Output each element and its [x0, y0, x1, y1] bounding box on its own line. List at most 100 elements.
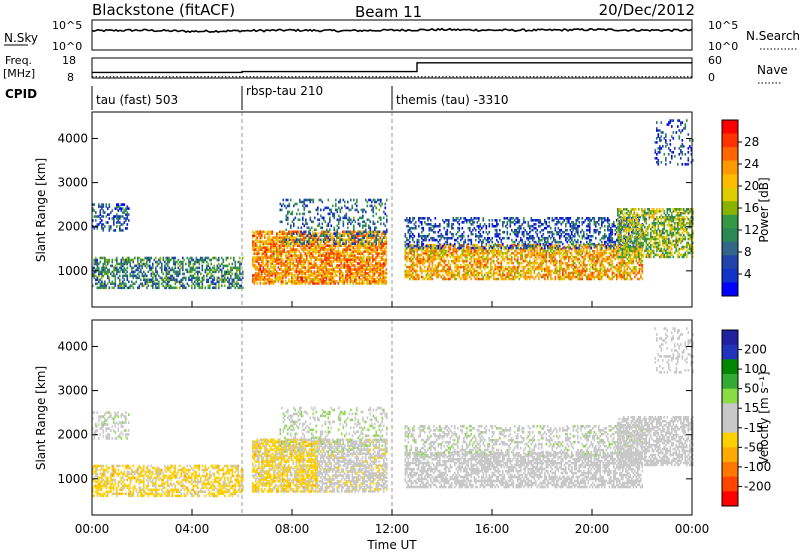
data-cell [529, 275, 531, 279]
data-cell [296, 240, 298, 243]
data-cell [352, 268, 355, 271]
data-cell [377, 230, 379, 234]
data-cell [279, 268, 281, 271]
data-cell [185, 276, 187, 280]
data-cell [424, 261, 426, 265]
data-cell [469, 249, 471, 253]
data-cell [407, 242, 410, 246]
data-cell [342, 254, 344, 257]
data-cell [464, 277, 467, 281]
data-cell [598, 253, 600, 257]
data-cell [337, 242, 340, 245]
data-cell [159, 258, 162, 262]
data-cell [587, 253, 590, 257]
data-cell [350, 218, 352, 222]
data-cell [622, 261, 624, 265]
data-cell [366, 266, 368, 269]
data-cell [376, 232, 379, 235]
data-cell [428, 277, 431, 281]
data-cell [376, 266, 379, 269]
data-cell [167, 256, 169, 260]
data-cell [514, 253, 516, 257]
data-cell [283, 274, 286, 277]
data-cell [369, 204, 372, 208]
data-cell [203, 278, 205, 282]
data-cell [446, 255, 449, 259]
data-cell [578, 251, 581, 255]
data-cell [357, 272, 359, 275]
data-cell [593, 261, 596, 265]
data-cell [259, 248, 262, 251]
data-cell [425, 269, 428, 273]
data-cell [475, 261, 477, 265]
data-cell [375, 280, 377, 283]
data-cell [568, 247, 570, 251]
data-cell [351, 270, 353, 273]
data-cell [201, 264, 204, 268]
data-cell [309, 228, 312, 232]
data-cell [553, 245, 555, 249]
data-cell [349, 236, 352, 239]
data-cell [373, 282, 376, 285]
data-cell [454, 275, 456, 279]
data-cell [334, 250, 337, 253]
data-cell [375, 200, 378, 204]
data-cell [481, 251, 483, 255]
data-cell [348, 220, 351, 224]
data-cell [285, 256, 287, 259]
data-cell [497, 249, 500, 253]
data-cell [381, 282, 383, 285]
data-cell [416, 257, 419, 261]
data-cell [302, 232, 304, 235]
data-cell [413, 263, 416, 267]
data-cell [293, 204, 295, 208]
data-cell [179, 280, 181, 284]
data-cell [216, 280, 219, 284]
data-cell [186, 268, 189, 272]
data-cell [327, 282, 329, 285]
data-cell [634, 253, 636, 257]
data-cell [336, 234, 339, 237]
data-cell [225, 264, 228, 268]
data-cell [529, 247, 531, 251]
data-cell [560, 251, 563, 255]
data-cell [457, 249, 459, 253]
data-cell [285, 244, 287, 247]
data-cell [384, 272, 386, 275]
data-cell [433, 230, 435, 234]
data-cell [427, 249, 429, 253]
data-cell [138, 286, 141, 290]
data-cell [451, 259, 453, 263]
data-cell [482, 257, 485, 261]
data-cell [590, 273, 593, 277]
data-cell [442, 253, 444, 257]
data-cell [294, 230, 296, 234]
data-cell [422, 269, 425, 273]
data-cell [523, 275, 525, 279]
data-cell [120, 207, 123, 210]
data-cell [517, 265, 519, 269]
data-cell [369, 242, 371, 245]
data-cell [514, 275, 516, 279]
data-cell [312, 198, 315, 202]
data-cell [493, 277, 495, 281]
data-cell [551, 243, 554, 247]
data-cell [228, 286, 231, 290]
data-cell [327, 252, 329, 255]
data-cell [578, 277, 581, 281]
data-cell [167, 268, 169, 272]
data-cell [224, 272, 226, 276]
data-cell [215, 286, 217, 290]
data-cell [384, 264, 386, 267]
data-cell [141, 274, 144, 278]
data-cell [431, 236, 434, 240]
data-cell [330, 248, 332, 251]
data-cell [120, 268, 123, 272]
data-cell [565, 257, 567, 261]
data-cell [304, 276, 307, 279]
cpid-label: CPID [5, 87, 37, 101]
data-cell [227, 264, 229, 268]
data-cell [174, 260, 177, 264]
data-cell [273, 242, 275, 245]
data-cell [566, 255, 569, 259]
